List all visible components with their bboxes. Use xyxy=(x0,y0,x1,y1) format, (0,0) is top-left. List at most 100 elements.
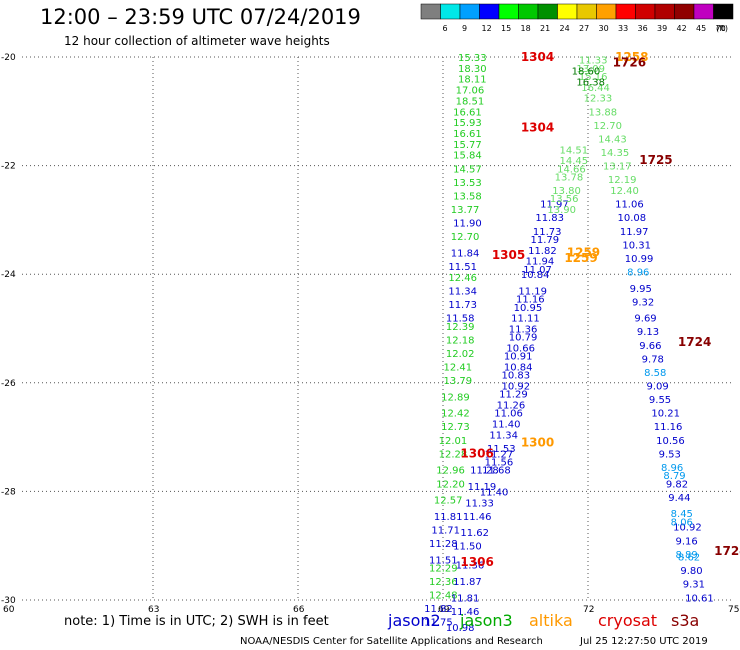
swh-value: 9.69 xyxy=(634,314,656,325)
swh-value: 10.84 xyxy=(504,363,533,374)
scale-label: 45 xyxy=(696,24,706,33)
swh-value: 9.53 xyxy=(659,449,681,460)
lat-tick-label: -30 xyxy=(1,596,16,606)
swh-value: 12.01 xyxy=(439,436,468,447)
swh-value: 13.58 xyxy=(453,191,482,202)
swh-value: 17.06 xyxy=(456,86,485,97)
swh-value: 12.70 xyxy=(593,121,622,132)
swh-value: 12.70 xyxy=(451,232,480,243)
swh-value: 11.97 xyxy=(540,200,569,211)
swh-value: 9.31 xyxy=(683,580,705,591)
lat-tick-label: -28 xyxy=(1,487,16,497)
swh-value: 11.75 xyxy=(424,618,453,629)
swh-value: 11.51 xyxy=(429,555,458,566)
lat-tick-label: -24 xyxy=(1,270,16,280)
swh-value: 10.66 xyxy=(506,344,535,355)
legend-altika: altika xyxy=(529,611,573,630)
time-label: 1306 xyxy=(460,446,493,460)
swh-value: 10.08 xyxy=(618,213,647,224)
swh-value: 11.06 xyxy=(615,200,644,211)
swh-value: 14.45 xyxy=(560,156,589,167)
time-label: 1304 xyxy=(521,50,554,64)
swh-value: 9.78 xyxy=(642,354,664,365)
swh-value: 11.81 xyxy=(434,512,463,523)
footer-source: NOAA/NESDIS Center for Satellite Applica… xyxy=(240,636,543,647)
swh-value: 10.61 xyxy=(685,593,714,604)
swh-value: 18.11 xyxy=(458,75,487,86)
swh-value: 10.79 xyxy=(509,333,538,344)
swh-value: 11.33 xyxy=(465,498,494,509)
swh-value: 8.96 xyxy=(661,463,683,474)
scale-swatch xyxy=(557,3,578,20)
swh-values: 15.3318.3018.1117.0618.5116.6115.9316.61… xyxy=(424,53,714,634)
swh-value: 8.79 xyxy=(663,471,685,482)
scale-swatch xyxy=(576,3,597,20)
swh-value: 12.96 xyxy=(436,466,465,477)
swh-value: 11.82 xyxy=(528,246,557,257)
swh-value: 14.66 xyxy=(557,164,586,175)
footer-timestamp: Jul 25 12:27:50 UTC 2019 xyxy=(579,636,708,647)
swh-value: 11.26 xyxy=(497,401,526,412)
swh-value: 13.17 xyxy=(603,162,632,173)
scale-swatch xyxy=(635,3,656,20)
swh-value: 15.77 xyxy=(453,140,482,151)
swh-value: 14.57 xyxy=(453,164,482,175)
time-label: 1304 xyxy=(521,121,554,135)
time-label: 1300 xyxy=(521,436,554,450)
swh-value: 11.29 xyxy=(499,390,528,401)
swh-value: 13.88 xyxy=(589,107,618,118)
swh-value: 10.31 xyxy=(622,240,651,251)
swh-value: 8.45 xyxy=(671,509,693,520)
scale-label: 15 xyxy=(501,24,511,33)
swh-value: 18.51 xyxy=(456,96,485,107)
lon-tick-label: 75 xyxy=(728,605,739,615)
time-label: 1724 xyxy=(714,544,740,558)
swh-value: 11.56 xyxy=(485,458,514,469)
swh-value: 16.44 xyxy=(581,83,610,94)
swh-value: 12.33 xyxy=(584,94,613,105)
swh-value: 9.95 xyxy=(630,284,652,295)
swh-value: 12.36 xyxy=(429,577,458,588)
swh-value: 18.30 xyxy=(458,64,487,75)
axis-labels: 60 63 66 69 72 75 -20 -22 -24 -26 -28 -30 xyxy=(1,53,739,615)
note-text: note: 1) Time is in UTC; 2) SWH is in fe… xyxy=(64,614,329,629)
legend-jason3: jason3 xyxy=(459,611,513,630)
swh-value: 8.06 xyxy=(671,517,693,528)
scale-swatch xyxy=(518,3,539,20)
lat-tick-label: -22 xyxy=(1,162,16,172)
scale-swatch xyxy=(713,3,734,20)
scale-swatch xyxy=(615,3,636,20)
lon-tick-label: 69 xyxy=(438,605,450,615)
scale-swatch xyxy=(498,3,519,20)
scale-swatch xyxy=(459,3,480,20)
swh-value: 12.48 xyxy=(429,591,458,602)
swh-value: 11.16 xyxy=(654,422,683,433)
swh-value: 12.20 xyxy=(436,479,465,490)
scale-swatch xyxy=(537,3,558,20)
swh-value: 11.16 xyxy=(516,295,545,306)
scale-label: 39 xyxy=(657,24,667,33)
time-label: 1724 xyxy=(678,335,711,349)
swh-value: 9.32 xyxy=(632,297,654,308)
swh-value: 9.55 xyxy=(649,395,671,406)
swh-value: 12.73 xyxy=(441,422,470,433)
swh-value: 10.56 xyxy=(656,436,685,447)
swh-value: 9.66 xyxy=(639,341,661,352)
swh-value: 11.58 xyxy=(446,314,475,325)
swh-value: 10.91 xyxy=(504,352,533,363)
swh-value: 11.34 xyxy=(448,286,477,297)
scale-label: 36 xyxy=(638,24,648,33)
scale-swatch xyxy=(479,3,500,20)
scale-label: 18 xyxy=(521,24,531,33)
scale-label: 70 xyxy=(716,24,726,33)
scale-swatch xyxy=(693,3,714,20)
swh-value: 8.62 xyxy=(678,553,700,564)
time-label: 1258 xyxy=(615,50,648,64)
swh-value: 10.98 xyxy=(446,623,475,634)
swh-value: 12.46 xyxy=(448,273,477,284)
swh-value: 11.81 xyxy=(451,593,480,604)
scale-unit: (ft) xyxy=(716,24,728,33)
swh-value: 11.19 xyxy=(468,482,497,493)
